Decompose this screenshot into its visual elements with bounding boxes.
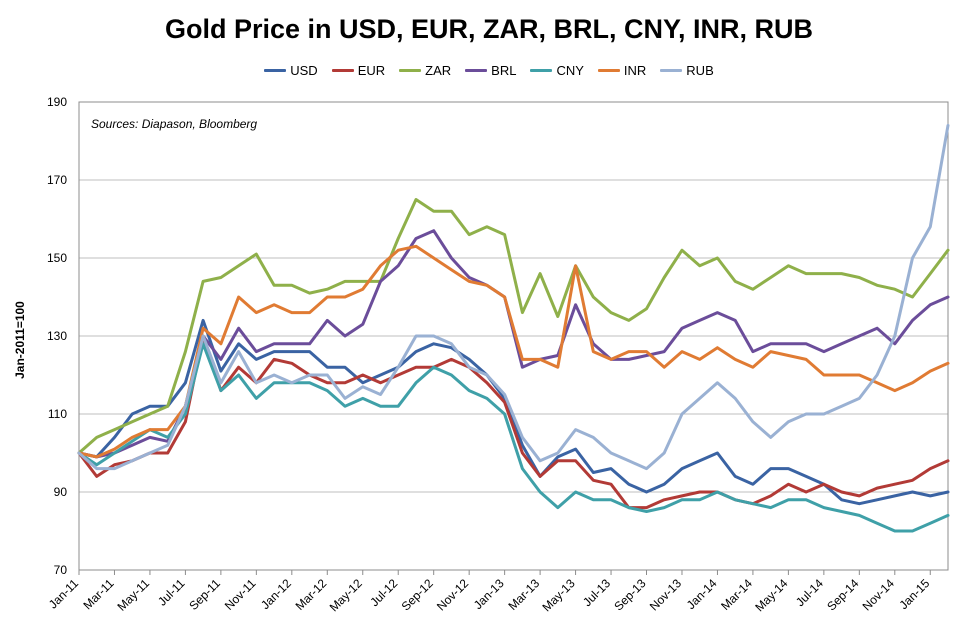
- x-tick-label: Jan-13: [471, 576, 507, 612]
- x-tick-label: Jan-12: [258, 576, 294, 612]
- legend: USD EUR ZAR BRL CNY INR RUB: [0, 63, 978, 78]
- legend-swatch: [530, 69, 553, 72]
- y-tick-label: 70: [54, 563, 68, 577]
- x-tick-label: Jul-11: [155, 576, 188, 609]
- x-tick-label: Sep-14: [824, 576, 861, 613]
- legend-label: RUB: [686, 63, 714, 78]
- x-tick-label: Sep-12: [399, 576, 436, 613]
- series-line-zar: [77, 198, 950, 455]
- legend-item-rub: RUB: [660, 63, 714, 78]
- series-line-cny: [77, 342, 950, 533]
- legend-swatch: [399, 69, 422, 72]
- x-tick-label: Mar-11: [80, 576, 116, 612]
- x-tick-label: Nov-12: [434, 576, 471, 613]
- legend-label: USD: [290, 63, 318, 78]
- legend-label: BRL: [491, 63, 517, 78]
- x-tick-label: Jul-13: [580, 576, 613, 609]
- legend-label: CNY: [556, 63, 584, 78]
- x-tick-label: Nov-11: [222, 576, 259, 613]
- legend-item-cny: CNY: [530, 63, 584, 78]
- legend-label: INR: [623, 63, 647, 78]
- legend-item-brl: BRL: [465, 63, 516, 78]
- legend-item-usd: USD: [264, 63, 318, 78]
- x-tick-label: Nov-13: [647, 576, 684, 613]
- legend-swatch: [264, 69, 287, 72]
- series-line-inr: [77, 244, 950, 459]
- legend-swatch: [660, 69, 683, 72]
- y-tick-label: 90: [54, 485, 68, 499]
- legend-item-inr: INR: [597, 63, 647, 78]
- legend-item-eur: EUR: [331, 63, 386, 78]
- x-tick-label: Sep-11: [186, 576, 223, 613]
- legend-label: ZAR: [425, 63, 452, 78]
- source-annotation: Sources: Diapason, Bloomberg: [91, 117, 258, 131]
- legend-swatch: [597, 69, 620, 72]
- x-tick-label: May-12: [327, 576, 365, 614]
- legend-swatch: [331, 69, 354, 72]
- y-tick-label: 130: [47, 329, 67, 343]
- x-tick-label: Mar-13: [505, 576, 542, 613]
- series-line-rub: [77, 123, 950, 471]
- y-tick-label: 150: [47, 251, 67, 265]
- x-tick-label: Sep-13: [611, 576, 648, 613]
- x-tick-label: May-14: [752, 576, 790, 614]
- y-tick-label: 110: [48, 407, 67, 421]
- legend-label: EUR: [357, 63, 386, 78]
- x-tick-label: Jan-14: [684, 576, 720, 612]
- y-tick-label: 170: [47, 173, 67, 187]
- x-tick-label: May-11: [114, 576, 152, 614]
- x-tick-label: Mar-14: [718, 576, 755, 613]
- y-tick-label: 190: [47, 95, 67, 109]
- x-tick-label: Mar-12: [293, 576, 330, 613]
- x-tick-label: Nov-14: [860, 576, 897, 613]
- x-tick-label: Jul-14: [793, 576, 826, 609]
- x-tick-label: May-13: [539, 576, 577, 614]
- x-tick-label: Jan-15: [897, 576, 933, 612]
- plot-frame: [78, 101, 949, 571]
- series-line-usd: [77, 318, 950, 506]
- x-tick-label: Jul-12: [367, 576, 400, 609]
- legend-item-zar: ZAR: [399, 63, 451, 78]
- chart-title: Gold Price in USD, EUR, ZAR, BRL, CNY, I…: [164, 14, 814, 44]
- x-tick-label: Jan-11: [46, 576, 81, 611]
- legend-swatch: [465, 69, 488, 72]
